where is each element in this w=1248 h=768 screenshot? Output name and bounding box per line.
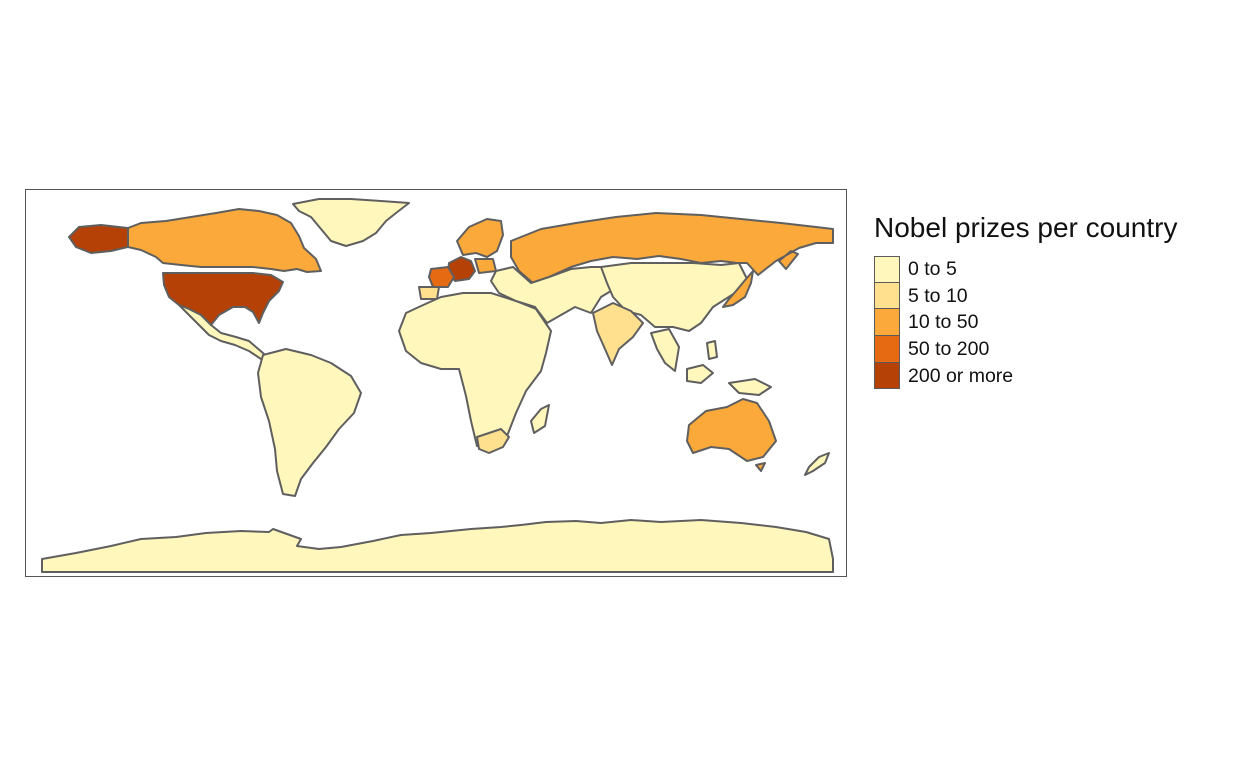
legend-swatch — [874, 336, 900, 363]
region-middle-east-central-asia: Middle East and Central Asia — [490, 266, 620, 324]
region-spain: Spain — [418, 286, 440, 300]
legend-title: Nobel prizes per country — [874, 212, 1178, 243]
legend-item: 10 to 50 — [874, 309, 1177, 337]
region-poland: Poland — [474, 258, 497, 274]
region-russia: Russia — [510, 212, 834, 284]
region-southeast-asia: Southeast Asia — [650, 328, 772, 396]
region-south-africa: South Africa — [476, 428, 510, 454]
legend-label: 5 to 10 — [908, 284, 968, 307]
region-australia: Australia — [686, 398, 777, 472]
legend-label: 50 to 200 — [908, 337, 990, 360]
region-south-america: South America — [257, 348, 362, 497]
legend-items: 0 to 5 5 to 10 10 to 50 50 to 200 200 or… — [874, 256, 1177, 390]
legend-swatch — [874, 309, 900, 337]
legend-label: 200 or more — [908, 364, 1014, 387]
world-choropleth-map: Antarctica Greenland Canada United State… — [41, 198, 834, 573]
legend-swatch — [874, 256, 900, 283]
legend-item: 50 to 200 — [874, 336, 1177, 363]
region-greenland: Greenland — [292, 198, 410, 247]
region-africa: Africa — [398, 292, 552, 450]
region-antarctica: Antarctica — [41, 519, 834, 573]
region-india: India — [592, 302, 644, 366]
legend-item: 200 or more — [874, 362, 1177, 390]
legend-swatch — [874, 362, 900, 390]
region-canada: Canada — [127, 208, 322, 273]
legend-label: 10 to 50 — [908, 311, 979, 334]
region-japan: Japan — [722, 270, 754, 308]
map-legend: Nobel prizes per country 0 to 5 5 to 10 … — [874, 212, 1178, 390]
legend-swatch — [874, 282, 900, 310]
legend-label: 0 to 5 — [908, 257, 957, 280]
legend-item: 0 to 5 — [874, 256, 1177, 283]
map-panel: Antarctica Greenland Canada United State… — [25, 189, 847, 577]
region-scandinavia: Scandinavia — [456, 218, 504, 258]
region-new-zealand: New Zealand — [804, 452, 830, 476]
region-france: France — [428, 266, 455, 288]
legend-item: 5 to 10 — [874, 282, 1177, 310]
